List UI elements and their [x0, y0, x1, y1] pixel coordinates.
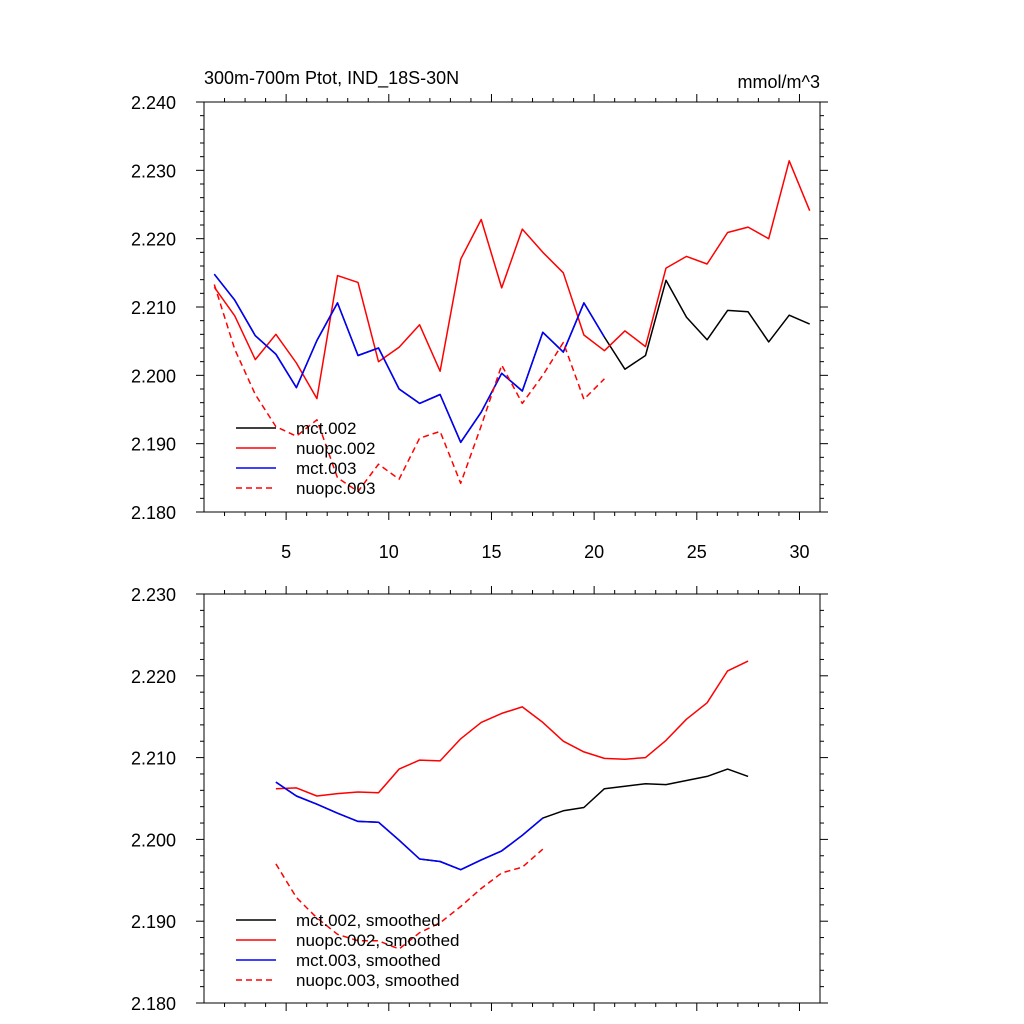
- series-line-mct-002-smoothed: [275, 768, 749, 871]
- y-tick-label: 2.220: [131, 667, 176, 687]
- y-tick-label: 2.180: [131, 503, 176, 523]
- y-tick-label: 2.230: [131, 161, 176, 181]
- legend-label: mct.002, smoothed: [296, 911, 441, 930]
- legend-label: mct.003: [296, 459, 356, 478]
- series-line-nuopc-002: [213, 160, 811, 400]
- y-tick-label: 2.190: [131, 912, 176, 932]
- y-tick-label: 2.200: [131, 830, 176, 850]
- legend-label: nuopc.003, smoothed: [296, 971, 460, 990]
- y-tick-label: 2.220: [131, 230, 176, 250]
- series-line-nuopc-003-smoothed: [275, 848, 544, 950]
- y-tick-label: 2.180: [131, 994, 176, 1014]
- top-panel: 2.180 2.190 2.200 2.210 2.220 2.230 2.240 5 10 15…: [131, 68, 828, 562]
- y-tick-label: 2.200: [131, 366, 176, 386]
- legend-label: nuopc.002, smoothed: [296, 931, 460, 950]
- units-label: mmol/m^3: [738, 72, 820, 92]
- series-line-mct-002: [213, 273, 810, 444]
- x-tick-label: 20: [584, 542, 604, 562]
- series-line-mct-003: [213, 273, 606, 444]
- y-tick-label: 2.230: [131, 585, 176, 605]
- series-line-mct-003-smoothed: [275, 781, 544, 871]
- x-tick-label: 25: [687, 542, 707, 562]
- x-tick-label: 10: [379, 542, 399, 562]
- y-tick-label: 2.240: [131, 93, 176, 113]
- legend-label: mct.003, smoothed: [296, 951, 441, 970]
- y-tick-label: 2.210: [131, 749, 176, 769]
- legend-label: nuopc.002: [296, 439, 375, 458]
- chart-title: 300m-700m Ptot, IND_18S-30N: [204, 68, 459, 89]
- x-tick-label: 15: [481, 542, 501, 562]
- series-line-nuopc-003: [213, 284, 605, 493]
- legend-label: nuopc.003: [296, 479, 375, 498]
- legend-label: mct.002: [296, 419, 356, 438]
- bottom-panel: 2.180 2.190 2.200 2.210 2.220 2.230 mct.002, s…: [131, 585, 828, 1014]
- x-tick-label: 5: [281, 542, 291, 562]
- y-tick-label: 2.210: [131, 298, 176, 318]
- x-tick-label: 30: [789, 542, 809, 562]
- series-line-nuopc-002-smoothed: [275, 660, 749, 797]
- y-tick-label: 2.190: [131, 435, 176, 455]
